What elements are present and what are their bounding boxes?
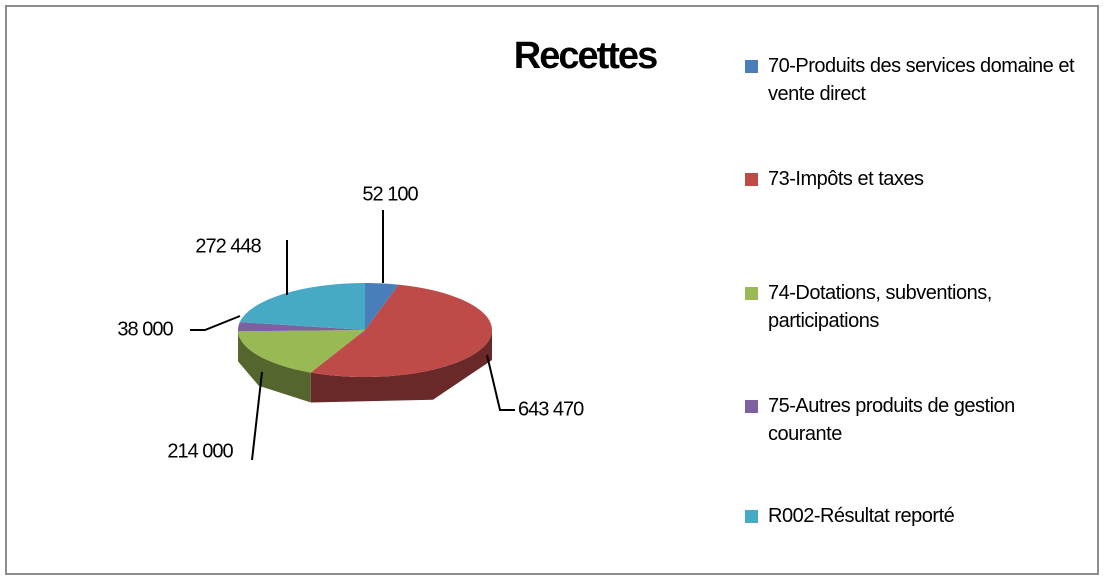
- slice-side: [310, 330, 492, 403]
- chart-title: Recettes: [514, 35, 657, 77]
- leader-line: [251, 371, 263, 461]
- slice-side: [238, 331, 311, 403]
- data-label: 52 100: [362, 183, 418, 205]
- slice-top: [238, 322, 365, 332]
- slice-top: [310, 284, 492, 377]
- data-label: 38 000: [117, 318, 173, 340]
- legend-swatch: [745, 510, 758, 523]
- pie-slice: [310, 284, 492, 403]
- pie-slice: [365, 283, 399, 330]
- pie-slice: [238, 330, 365, 403]
- legend-swatch: [745, 400, 758, 413]
- legend-label: 70-Produits des services domaine et vent…: [768, 55, 1075, 105]
- legend-label: 75-Autres produits de gestion courante: [768, 395, 1015, 445]
- legend-swatch: [745, 173, 758, 186]
- data-label: 643 470: [518, 398, 584, 420]
- pie-slice: [238, 322, 365, 362]
- slice-top: [239, 283, 365, 330]
- frame: [5, 5, 1099, 575]
- slice-top: [238, 330, 365, 373]
- legend-swatch: [745, 60, 758, 73]
- legend-swatch: [745, 287, 758, 300]
- slice-top: [365, 283, 399, 330]
- leader-line: [486, 354, 515, 411]
- pie-slice: [239, 283, 365, 330]
- legend-label: R002-Résultat reporté: [768, 505, 955, 527]
- data-label: 214 000: [167, 440, 233, 462]
- legend-label: 73-Impôts et taxes: [768, 168, 924, 190]
- leader-line: [190, 315, 241, 331]
- data-label: 272 448: [195, 235, 261, 257]
- legend-label: 74-Dotations, subventions, participation…: [768, 282, 992, 332]
